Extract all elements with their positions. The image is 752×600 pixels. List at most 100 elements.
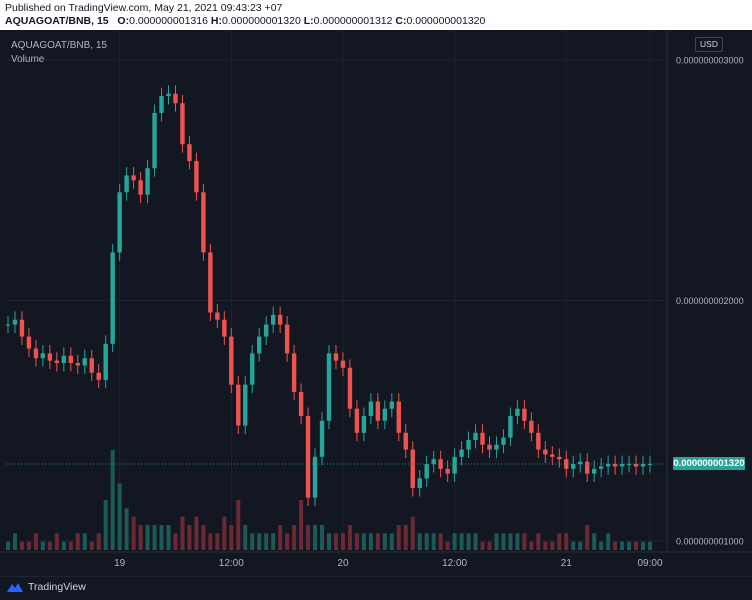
candle-body xyxy=(222,319,227,337)
volume-bar xyxy=(368,533,373,550)
volume-bar xyxy=(648,541,652,550)
volume-bar xyxy=(361,533,366,550)
volume-bar xyxy=(543,541,548,550)
volume-bar xyxy=(452,533,457,550)
candle-body xyxy=(473,432,478,440)
volume-bar xyxy=(131,516,136,550)
footer-bar: TradingView xyxy=(0,576,752,600)
candle-body xyxy=(12,319,18,325)
currency-button[interactable]: USD xyxy=(695,37,723,52)
y-tick-label: 0.000000002000 xyxy=(676,296,744,306)
volume-bar xyxy=(306,525,311,550)
volume-bar xyxy=(110,450,115,550)
candle-body xyxy=(61,355,67,364)
candle-body xyxy=(326,353,332,421)
price-chart[interactable]: 0.000000001000 0.000000002000 0.0000000030… xyxy=(0,30,752,576)
candle-body xyxy=(382,408,388,421)
volume-bar xyxy=(194,516,199,550)
volume-bar xyxy=(82,533,87,550)
chart-area[interactable]: 0.000000001000 0.000000002000 0.0000000030… xyxy=(0,30,752,576)
volume-bar xyxy=(61,541,66,550)
volume-bar xyxy=(229,525,234,550)
candle-body xyxy=(536,432,541,450)
volume-bar xyxy=(68,541,73,550)
candle-body xyxy=(131,175,136,181)
volume-bar xyxy=(501,533,506,550)
candle-body xyxy=(68,355,74,364)
candle-body xyxy=(564,459,569,469)
candle-body xyxy=(529,420,534,433)
candle-body xyxy=(459,449,464,457)
volume-bar xyxy=(285,533,290,550)
candle-body xyxy=(250,353,255,385)
volume-bar xyxy=(515,533,520,550)
volume-bar xyxy=(375,533,380,550)
x-tick-label: 12:00 xyxy=(219,558,244,569)
tradingview-brand[interactable]: TradingView xyxy=(6,581,86,593)
candle-body xyxy=(403,432,408,450)
legend-symbol: AQUAGOAT/BNB, 15 xyxy=(11,40,107,51)
volume-bar xyxy=(627,541,632,550)
candle-body xyxy=(229,336,234,385)
volume-bar xyxy=(571,541,576,550)
volume-bar xyxy=(75,533,80,550)
candle-body xyxy=(633,464,639,467)
symbol-interval: AQUAGOAT/BNB, 15 xyxy=(5,15,109,27)
volume-bar xyxy=(459,533,464,550)
candle-body xyxy=(340,360,346,368)
volume-bar xyxy=(382,533,387,550)
candle-body xyxy=(452,456,457,474)
volume-bar xyxy=(536,533,541,550)
candle-body xyxy=(445,468,450,474)
volume-bar xyxy=(466,533,471,550)
candle-body xyxy=(291,353,297,392)
volume-bar xyxy=(40,541,45,550)
candle-body xyxy=(194,161,199,193)
volume-bar xyxy=(215,533,220,550)
volume-bar xyxy=(264,533,269,550)
candle-body xyxy=(515,408,520,416)
volume-bar xyxy=(389,533,394,550)
volume-bar xyxy=(641,541,646,550)
volume-bar xyxy=(33,533,38,550)
volume-bar xyxy=(424,533,429,550)
volume-bar xyxy=(12,533,17,550)
candle-body xyxy=(361,415,367,433)
volume-bar xyxy=(89,541,94,550)
ohlc-summary: AQUAGOAT/BNB, 15 O:0.000000001316 H:0.00… xyxy=(5,15,485,28)
x-tick-label: 21 xyxy=(561,558,573,569)
candle-body xyxy=(508,415,513,438)
ohlc-low: L:0.000000001312 xyxy=(303,15,393,27)
candle-body xyxy=(54,360,60,364)
candle-body xyxy=(298,391,304,416)
candle-body xyxy=(40,353,46,359)
volume-bar xyxy=(292,525,297,550)
candle-body xyxy=(494,444,499,450)
volume-bar xyxy=(236,500,241,550)
volume-bar xyxy=(145,525,150,550)
candle-body xyxy=(354,408,360,433)
candle-body xyxy=(5,324,11,326)
volume-bar xyxy=(606,533,611,550)
volume-bar xyxy=(354,533,359,550)
volume-bar xyxy=(613,541,618,550)
volume-bar xyxy=(487,541,492,550)
candle-body xyxy=(187,144,192,162)
tradingview-logo-icon xyxy=(7,583,23,592)
candle-body xyxy=(138,180,143,195)
candle-body xyxy=(347,367,353,409)
candle-body xyxy=(396,401,401,433)
volume-bar xyxy=(103,500,108,550)
candle-body xyxy=(284,324,290,354)
volume-bar xyxy=(152,525,157,550)
brand-label: TradingView xyxy=(28,581,86,593)
volume-bar xyxy=(347,525,352,550)
volume-bar xyxy=(138,525,143,550)
volume-bar xyxy=(473,533,478,550)
candle-body xyxy=(557,456,562,460)
candle-body xyxy=(571,464,576,469)
candle-body xyxy=(375,401,381,421)
volume-bar xyxy=(494,533,499,550)
volume-bar xyxy=(508,533,513,550)
volume-bar xyxy=(19,541,24,550)
